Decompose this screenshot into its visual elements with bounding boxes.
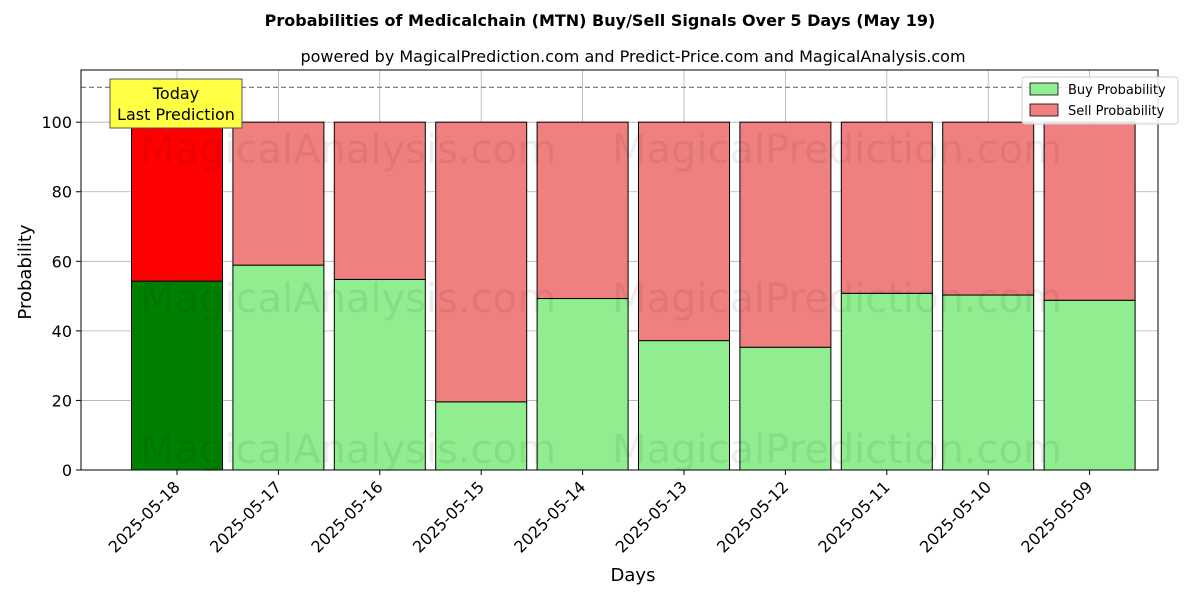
y-tick-label: 80 [52, 183, 72, 202]
watermark-text: MagicalPrediction.com [612, 427, 1062, 473]
legend-sell-label: Sell Probability [1068, 104, 1165, 119]
y-tick-label: 60 [52, 252, 72, 271]
y-axis: 0 20 40 60 80 100 [41, 113, 81, 480]
bar-sell [1043, 121, 1136, 301]
bar-sell [131, 121, 223, 282]
x-tick-label: 2025-05-16 [307, 477, 386, 556]
bar-sell [638, 121, 730, 342]
x-tick-label: 2025-05-13 [612, 477, 691, 556]
bar-sell [232, 121, 325, 266]
x-tick-label: 2025-05-17 [206, 477, 285, 556]
annotation-box [109, 78, 243, 129]
x-tick-label: 2025-05-11 [814, 477, 893, 556]
legend: Buy Probability Sell Probability [1021, 76, 1179, 125]
y-tick-label: 40 [52, 322, 72, 341]
watermarks: MagicalAnalysis.com MagicalPrediction.com… [140, 127, 1062, 473]
bar-buy [1043, 299, 1136, 471]
y-tick-label: 20 [52, 391, 72, 410]
legend-buy-label: Buy Probability [1068, 83, 1166, 98]
x-tick-label: 2025-05-18 [105, 477, 184, 556]
bar-sell [435, 121, 528, 403]
legend-sell-swatch [1029, 103, 1059, 117]
x-axis: 2025-05-18 2025-05-17 2025-05-16 2025-05-15… [105, 470, 1096, 557]
bar-sell [840, 121, 933, 294]
x-tick-label: 2025-05-09 [1017, 477, 1096, 556]
bar-sell [333, 121, 426, 280]
legend-frame [1021, 76, 1179, 125]
bar-buy [536, 298, 629, 471]
y-tick-label: 0 [62, 461, 72, 480]
y-tick-label: 100 [41, 113, 72, 132]
bar-buy [942, 294, 1035, 471]
watermark-text: MagicalAnalysis.com [140, 127, 556, 173]
annotation-line-2: Last Prediction [117, 105, 235, 124]
chart-subtitle: powered by MagicalPrediction.com and Pre… [300, 47, 965, 66]
x-tick-label: 2025-05-14 [510, 477, 589, 556]
watermark-text: MagicalPrediction.com [612, 276, 1062, 322]
watermark-text: MagicalAnalysis.com [140, 276, 556, 322]
watermark-text: MagicalAnalysis.com [140, 427, 556, 473]
annotation-line-1: Today [152, 84, 199, 103]
x-tick-label: 2025-05-12 [713, 477, 792, 556]
bar-buy [739, 346, 832, 471]
legend-buy-swatch [1029, 82, 1059, 96]
x-tick-label: 2025-05-10 [916, 477, 995, 556]
bar-sell [739, 121, 832, 348]
bars [131, 121, 1136, 471]
today-annotation: Today Last Prediction [109, 78, 243, 129]
plot-frame [80, 69, 1159, 471]
y-axis-label: Probability [15, 224, 36, 319]
chart-title: Probabilities of Medicalchain (MTN) Buy/… [265, 11, 936, 30]
x-tick-label: 2025-05-15 [409, 477, 488, 556]
bar-buy [840, 292, 933, 471]
bar-sell [536, 121, 629, 300]
watermark-text: MagicalPrediction.com [612, 127, 1062, 173]
bar-buy [131, 280, 223, 471]
bar-buy [333, 278, 426, 471]
x-axis-label: Days [611, 565, 656, 586]
bar-buy [638, 340, 730, 471]
bar-sell [942, 121, 1035, 296]
